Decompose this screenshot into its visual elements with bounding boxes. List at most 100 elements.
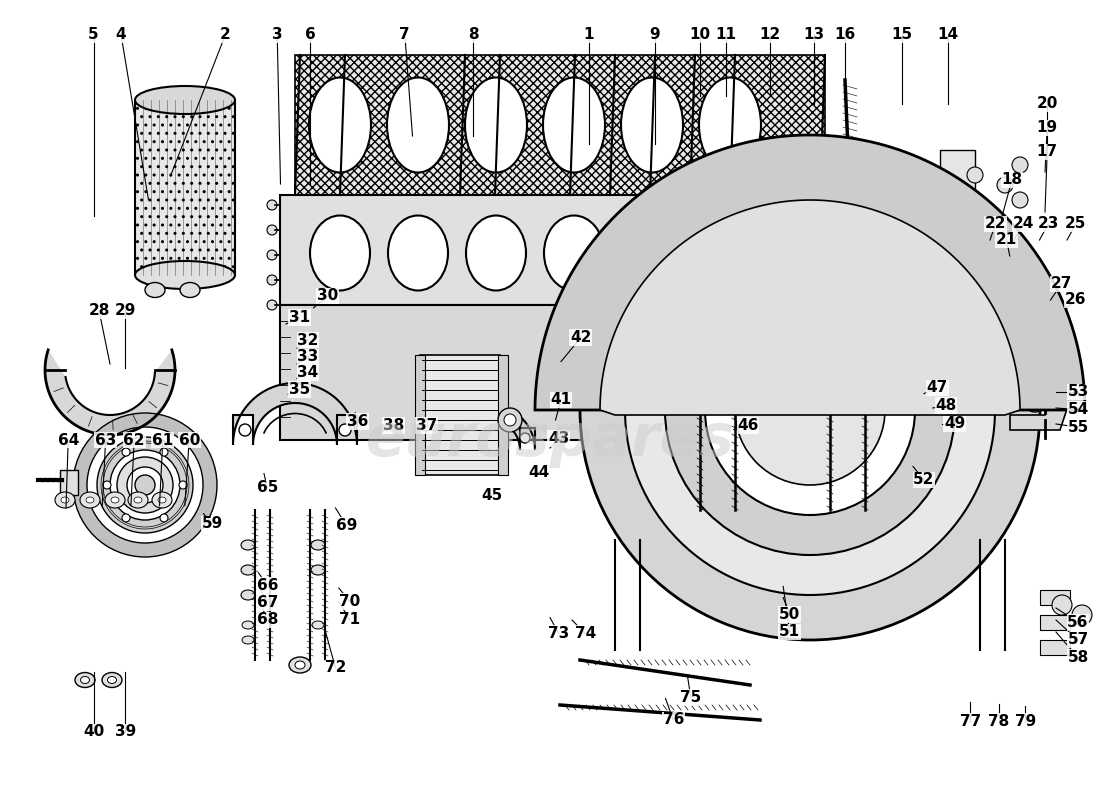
Text: 9: 9 bbox=[649, 27, 660, 42]
Text: 74: 74 bbox=[574, 626, 596, 641]
Circle shape bbox=[580, 180, 1040, 640]
Circle shape bbox=[705, 305, 915, 515]
Text: 60: 60 bbox=[178, 433, 200, 447]
Ellipse shape bbox=[700, 215, 760, 290]
Ellipse shape bbox=[108, 677, 117, 683]
Circle shape bbox=[1012, 157, 1028, 173]
Polygon shape bbox=[1010, 350, 1070, 430]
Text: 12: 12 bbox=[759, 27, 781, 42]
Circle shape bbox=[267, 300, 277, 310]
Text: 50: 50 bbox=[779, 607, 801, 622]
Circle shape bbox=[1052, 595, 1072, 615]
Text: 77: 77 bbox=[959, 714, 981, 729]
Text: 55: 55 bbox=[1067, 420, 1089, 434]
Text: 78: 78 bbox=[988, 714, 1010, 729]
Circle shape bbox=[450, 433, 460, 443]
Ellipse shape bbox=[158, 497, 166, 503]
Bar bbox=[280, 195, 825, 305]
Text: 58: 58 bbox=[1067, 650, 1089, 665]
Circle shape bbox=[997, 177, 1013, 193]
Ellipse shape bbox=[111, 497, 119, 503]
Text: 17: 17 bbox=[1036, 145, 1058, 159]
Text: 4: 4 bbox=[116, 27, 127, 42]
Ellipse shape bbox=[241, 565, 255, 575]
Circle shape bbox=[73, 413, 217, 557]
Ellipse shape bbox=[241, 540, 255, 550]
Text: 62: 62 bbox=[123, 433, 145, 447]
Ellipse shape bbox=[289, 657, 311, 673]
Text: 69: 69 bbox=[336, 518, 358, 533]
Text: 64: 64 bbox=[57, 433, 79, 447]
Ellipse shape bbox=[543, 78, 605, 173]
Text: 39: 39 bbox=[114, 725, 136, 739]
Text: 27: 27 bbox=[1050, 277, 1072, 291]
Text: 79: 79 bbox=[1014, 714, 1036, 729]
Ellipse shape bbox=[310, 215, 370, 290]
Text: 76: 76 bbox=[662, 713, 684, 727]
Ellipse shape bbox=[621, 78, 683, 173]
Text: 30: 30 bbox=[317, 289, 339, 303]
Ellipse shape bbox=[180, 282, 200, 298]
Text: 40: 40 bbox=[82, 725, 104, 739]
Text: 26: 26 bbox=[1065, 293, 1087, 307]
Text: 67: 67 bbox=[256, 595, 278, 610]
Bar bbox=[1040, 590, 1070, 605]
Text: 42: 42 bbox=[570, 330, 592, 345]
Ellipse shape bbox=[60, 497, 69, 503]
Bar bbox=[1040, 615, 1070, 630]
Text: 23: 23 bbox=[1037, 217, 1059, 231]
Text: 13: 13 bbox=[803, 27, 825, 42]
Ellipse shape bbox=[241, 590, 255, 600]
Circle shape bbox=[267, 200, 277, 210]
Ellipse shape bbox=[104, 492, 125, 508]
Text: 71: 71 bbox=[339, 613, 361, 627]
Text: 28: 28 bbox=[88, 303, 110, 318]
Ellipse shape bbox=[135, 261, 235, 289]
Circle shape bbox=[967, 167, 983, 183]
Text: 8: 8 bbox=[468, 27, 478, 42]
Ellipse shape bbox=[621, 215, 682, 290]
Circle shape bbox=[87, 427, 204, 543]
Ellipse shape bbox=[466, 215, 526, 290]
Text: 53: 53 bbox=[1067, 385, 1089, 399]
Bar bbox=[135, 100, 235, 275]
Bar bbox=[940, 150, 975, 200]
Text: 15: 15 bbox=[891, 27, 913, 42]
Text: 44: 44 bbox=[528, 465, 550, 479]
Ellipse shape bbox=[387, 78, 449, 173]
Ellipse shape bbox=[242, 621, 254, 629]
Circle shape bbox=[239, 424, 251, 436]
Ellipse shape bbox=[934, 206, 986, 234]
Ellipse shape bbox=[80, 492, 100, 508]
Text: 56: 56 bbox=[1067, 615, 1089, 630]
Text: 47: 47 bbox=[926, 381, 948, 395]
Ellipse shape bbox=[544, 215, 604, 290]
Circle shape bbox=[735, 335, 886, 485]
Text: 45: 45 bbox=[481, 489, 503, 503]
Bar bbox=[1040, 640, 1070, 655]
Ellipse shape bbox=[80, 677, 89, 683]
Ellipse shape bbox=[388, 215, 448, 290]
Text: 19: 19 bbox=[1036, 121, 1058, 135]
Ellipse shape bbox=[102, 673, 122, 687]
Circle shape bbox=[504, 414, 516, 426]
Text: 5: 5 bbox=[88, 27, 99, 42]
Text: 10: 10 bbox=[689, 27, 711, 42]
Text: 38: 38 bbox=[383, 418, 405, 433]
Polygon shape bbox=[600, 200, 1020, 415]
Text: 73: 73 bbox=[548, 626, 570, 641]
Circle shape bbox=[267, 250, 277, 260]
Ellipse shape bbox=[944, 211, 976, 229]
Circle shape bbox=[103, 481, 111, 489]
Ellipse shape bbox=[309, 78, 371, 173]
Ellipse shape bbox=[152, 492, 172, 508]
Text: 2: 2 bbox=[220, 27, 231, 42]
Polygon shape bbox=[45, 350, 175, 435]
Polygon shape bbox=[233, 383, 358, 445]
Text: 43: 43 bbox=[548, 431, 570, 446]
Circle shape bbox=[117, 457, 173, 513]
Circle shape bbox=[666, 265, 955, 555]
Text: 51: 51 bbox=[779, 625, 801, 639]
Ellipse shape bbox=[145, 282, 165, 298]
Ellipse shape bbox=[242, 636, 254, 644]
